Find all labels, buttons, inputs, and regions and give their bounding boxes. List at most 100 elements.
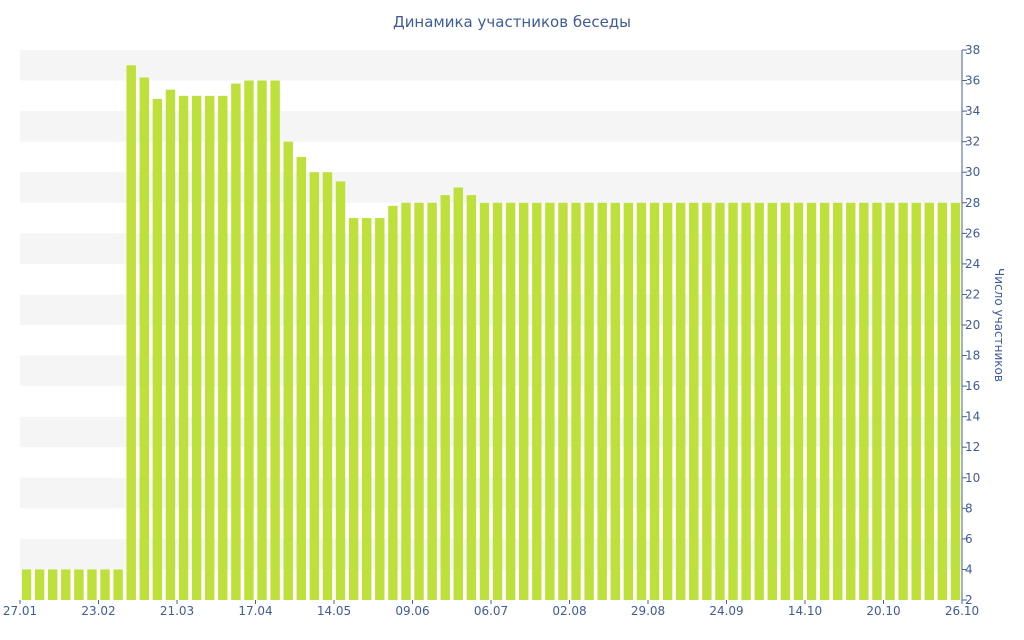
bar <box>244 80 254 600</box>
y-tick-label: 8 <box>965 501 973 515</box>
bar <box>61 569 71 600</box>
bar <box>702 202 712 600</box>
y-tick-label: 4 <box>965 562 973 576</box>
bar <box>610 202 620 600</box>
grid-band <box>20 538 962 570</box>
bar <box>87 569 97 600</box>
y-tick-label: 32 <box>965 135 980 149</box>
bar <box>780 202 791 600</box>
x-axis-ticks: 27.01 23.02 21.03 17.04 14.05 09.06 06.07 02.08… <box>3 600 979 618</box>
bar <box>806 202 817 600</box>
bar <box>584 202 594 600</box>
bar <box>100 569 110 600</box>
bar <box>34 569 45 600</box>
bar <box>846 202 856 600</box>
bar <box>388 205 398 600</box>
x-tick-label: 26.10 <box>945 604 979 618</box>
grid-band <box>20 111 962 142</box>
bar <box>859 202 869 600</box>
x-tick-label: 17.04 <box>238 604 272 618</box>
bar <box>322 172 333 600</box>
y-tick-label: 14 <box>965 410 980 424</box>
bar <box>427 202 437 600</box>
bar <box>21 569 32 600</box>
grid-bands <box>20 50 962 570</box>
grid-band <box>20 355 962 387</box>
bar <box>309 172 320 600</box>
bar-series <box>21 65 961 601</box>
bar <box>126 65 136 600</box>
y-tick-label: 38 <box>965 43 980 57</box>
bar <box>205 95 215 600</box>
y-tick-label: 6 <box>965 532 973 546</box>
bar <box>833 202 843 600</box>
y-tick-label: 30 <box>965 165 980 179</box>
bar <box>492 202 503 600</box>
y-tick-label: 16 <box>965 379 980 393</box>
bar <box>440 195 450 600</box>
x-tick-label: 20.10 <box>866 604 900 618</box>
bar <box>48 569 58 600</box>
bar <box>872 202 882 600</box>
bar <box>519 202 529 600</box>
bar <box>505 202 516 600</box>
x-tick-label: 21.03 <box>160 604 194 618</box>
y-tick-label: 18 <box>965 349 980 363</box>
bar <box>165 89 176 600</box>
bar <box>950 202 961 600</box>
bar <box>754 202 764 600</box>
grid-band <box>20 50 962 81</box>
bar <box>283 141 293 601</box>
grid-band <box>20 233 962 264</box>
bar <box>139 77 149 600</box>
bar <box>74 569 84 600</box>
bar <box>571 202 581 600</box>
bar <box>414 202 424 600</box>
bar <box>715 202 725 600</box>
bar <box>453 187 463 600</box>
bar <box>401 202 411 600</box>
bar <box>885 202 895 600</box>
y-tick-label: 12 <box>965 440 980 454</box>
y-tick-label: 24 <box>965 257 980 271</box>
x-tick-label: 09.06 <box>395 604 429 618</box>
x-tick-label: 23.02 <box>81 604 115 618</box>
y-tick-label: 28 <box>965 196 980 210</box>
x-tick-label: 06.07 <box>474 604 508 618</box>
bar <box>689 202 699 600</box>
bar <box>558 202 568 600</box>
bar <box>466 195 477 600</box>
bar <box>218 95 228 600</box>
y-tick-label: 34 <box>965 104 980 118</box>
bar <box>623 202 634 600</box>
bar <box>793 202 804 600</box>
bar <box>898 202 908 600</box>
bar <box>741 202 751 600</box>
bar <box>335 181 346 600</box>
bar <box>257 80 267 600</box>
bar <box>296 156 306 600</box>
bar <box>545 202 555 600</box>
bar <box>728 202 738 600</box>
x-tick-label: 27.01 <box>3 604 37 618</box>
bar <box>375 218 385 600</box>
x-tick-label: 14.10 <box>788 604 822 618</box>
bar <box>649 202 660 600</box>
bar <box>937 202 948 600</box>
bar <box>191 95 202 600</box>
bar <box>479 202 490 600</box>
y-tick-label: 2 <box>965 593 973 607</box>
y-tick-label: 22 <box>965 287 980 301</box>
bar <box>767 202 777 600</box>
x-tick-label: 29.08 <box>631 604 665 618</box>
grid-band <box>20 172 962 203</box>
bar <box>152 98 163 600</box>
bar <box>597 202 607 600</box>
y-tick-label: 26 <box>965 226 980 240</box>
bar <box>911 202 921 600</box>
bar <box>636 202 647 600</box>
grid-band <box>20 294 962 325</box>
bar <box>348 218 359 600</box>
